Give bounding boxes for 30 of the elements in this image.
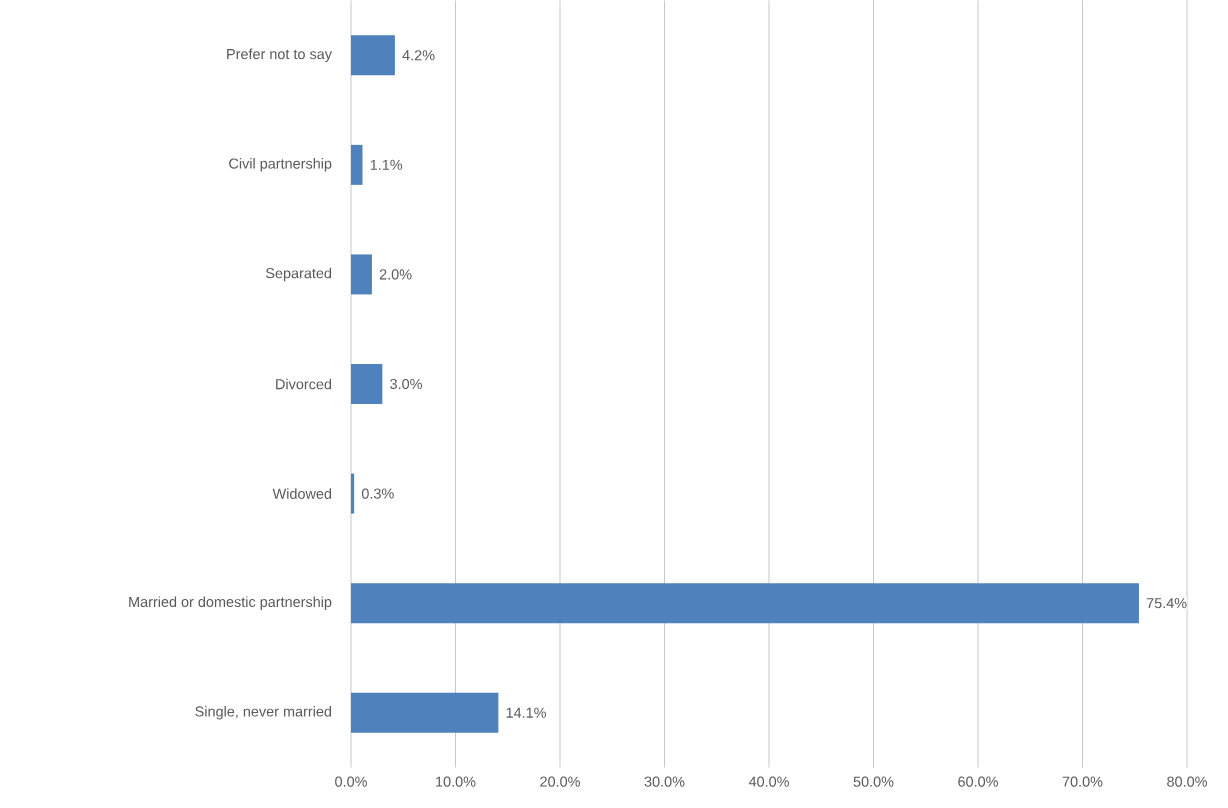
data-label: 3.0% bbox=[390, 379, 422, 390]
y-tick-label: Prefer not to say bbox=[227, 48, 332, 63]
data-label: 1.1% bbox=[370, 160, 403, 171]
y-tick-label: Civil partnership bbox=[229, 158, 332, 172]
bar bbox=[351, 473, 355, 514]
bar bbox=[351, 145, 363, 186]
x-tick-label: 70.0% bbox=[1062, 776, 1103, 787]
bar bbox=[351, 583, 1139, 624]
bar bbox=[351, 254, 372, 295]
data-label: 4.2% bbox=[402, 50, 435, 61]
x-tick-label: 60.0% bbox=[958, 776, 998, 787]
y-tick-label: Divorced bbox=[276, 378, 332, 390]
bar bbox=[351, 364, 383, 405]
y-tick-label: Separated bbox=[265, 267, 332, 282]
y-tick-label: Single, never married bbox=[195, 706, 332, 720]
x-tick-label: 80.0% bbox=[1167, 776, 1207, 787]
x-tick-label: 30.0% bbox=[644, 776, 685, 787]
x-tick-label: 20.0% bbox=[540, 776, 580, 787]
y-tick-label: Widowed bbox=[272, 488, 332, 500]
y-tick-label: Married or domestic partnership bbox=[129, 596, 332, 611]
data-label: 2.0% bbox=[379, 269, 412, 280]
data-label: 0.3% bbox=[361, 488, 394, 499]
bar bbox=[351, 35, 395, 76]
bar bbox=[351, 692, 499, 733]
x-tick-label: 10.0% bbox=[436, 776, 476, 787]
data-label: 14.1% bbox=[506, 707, 547, 719]
x-tick-label: 0.0% bbox=[335, 776, 367, 787]
data-label: 75.4% bbox=[1146, 598, 1187, 609]
x-tick-label: 40.0% bbox=[748, 776, 789, 787]
x-tick-label: 50.0% bbox=[853, 776, 894, 787]
